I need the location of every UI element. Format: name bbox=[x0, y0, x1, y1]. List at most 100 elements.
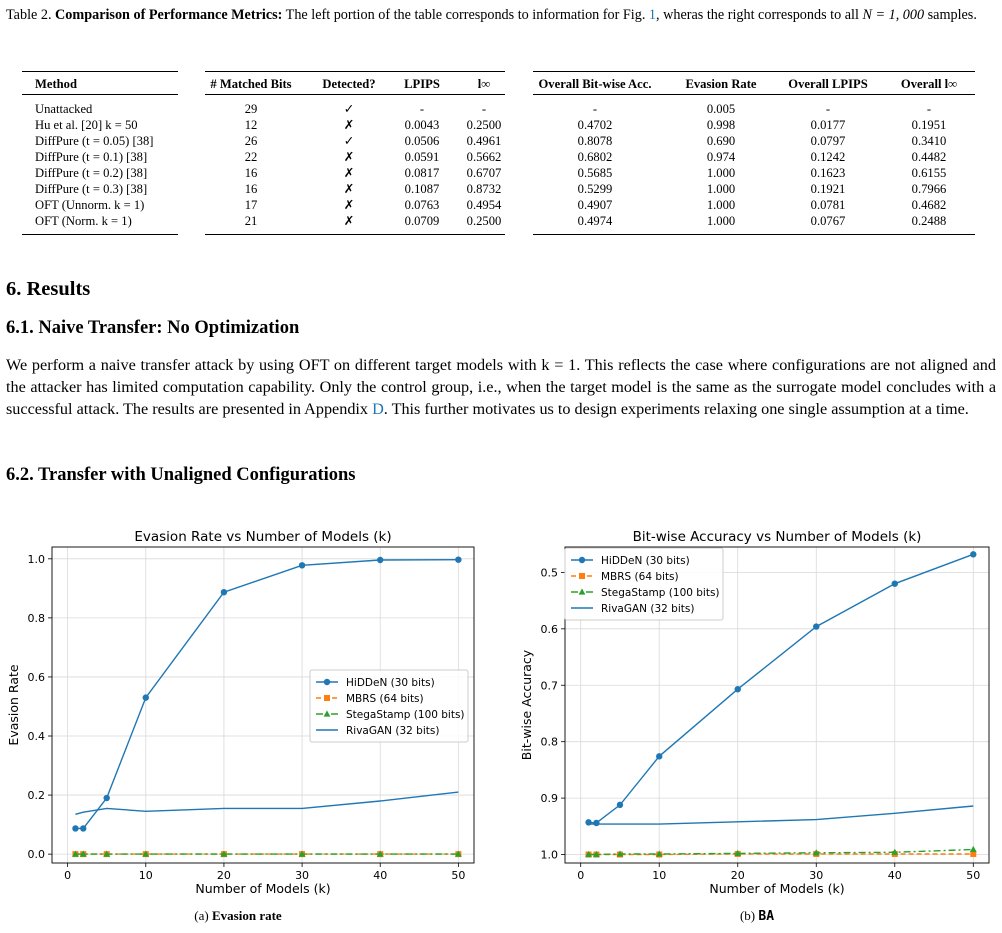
subcaption-b-prefix: (b) bbox=[739, 908, 759, 923]
table-header-cell: Overall l∞ bbox=[900, 77, 958, 91]
table-cell: 0.0177 bbox=[810, 118, 846, 132]
chart-title: Bit-wise Accuracy vs Number of Models (k… bbox=[633, 529, 922, 545]
table-cell: ✗ bbox=[343, 149, 355, 164]
y-tick-label: 0.7 bbox=[541, 679, 559, 692]
legend-marker bbox=[578, 556, 586, 564]
x-tick-label: 10 bbox=[139, 869, 153, 882]
y-tick-label: 0.2 bbox=[28, 789, 46, 802]
y-axis-label: Bit-wise Accuracy bbox=[519, 649, 534, 760]
table-cell: ✗ bbox=[343, 117, 355, 132]
table-cell: 0.1242 bbox=[810, 150, 846, 164]
table-cell: 0.5685 bbox=[577, 166, 613, 180]
paragraph-text-b: . This further motivates us to design ex… bbox=[383, 400, 969, 418]
table-cell: - bbox=[825, 102, 831, 116]
figure-link[interactable]: 1 bbox=[648, 7, 657, 23]
series-line-3 bbox=[588, 805, 974, 825]
table-header-cell: l∞ bbox=[477, 77, 491, 91]
data-point bbox=[891, 580, 898, 587]
table-cell: 0.0709 bbox=[404, 214, 440, 228]
table-cell: 0.974 bbox=[706, 150, 736, 164]
table-cell: 0.1623 bbox=[810, 166, 846, 180]
data-point bbox=[72, 850, 79, 857]
bitwise-accuracy-chart: 0 10 20 30 40 50 0.5 0.6 0.7 0.8 0.9 1.0 Bit-wise Ac… bbox=[519, 529, 990, 896]
legend-label: HiDDeN (30 bits) bbox=[601, 555, 690, 567]
section-title: 6. Results bbox=[6, 278, 91, 300]
table-cell: 0.4961 bbox=[466, 134, 502, 148]
table-cell: 0.690 bbox=[706, 134, 736, 148]
subsection-title-naive-transfer: 6.1. Naive Transfer: No Optimization bbox=[6, 318, 300, 338]
table-cell: 16 bbox=[244, 166, 258, 180]
y-axis-label: Evasion Rate bbox=[6, 664, 21, 745]
table-rule bbox=[533, 234, 975, 235]
table-cell: - bbox=[592, 102, 598, 116]
y-tick-label: 0.6 bbox=[28, 671, 46, 684]
series-line-2 bbox=[588, 848, 974, 856]
table-cell: - bbox=[419, 102, 425, 116]
subcaption-a-prefix: (a) bbox=[194, 908, 212, 923]
table-cell: 0.4482 bbox=[911, 150, 947, 164]
data-point bbox=[734, 849, 742, 857]
table-row-method: DiffPure (t = 0.3) [38] bbox=[35, 182, 148, 196]
data-point bbox=[585, 850, 592, 858]
table-cell: 17 bbox=[244, 198, 258, 212]
legend-label: StegaStamp (100 bits) bbox=[601, 587, 720, 599]
table-cell: 0.6155 bbox=[911, 166, 947, 180]
paragraph: We perform a naive transfer attack by us… bbox=[6, 354, 996, 420]
table-cell: 0.998 bbox=[706, 118, 736, 132]
table-cell: ✗ bbox=[343, 165, 355, 180]
table-row-method: DiffPure (t = 0.2) [38] bbox=[35, 166, 148, 180]
table-header-cell: LPIPS bbox=[404, 77, 440, 91]
table-rule bbox=[533, 71, 975, 72]
table-cell: ✓ bbox=[343, 101, 355, 116]
table-cell: 0.6802 bbox=[577, 150, 613, 164]
table-cell: 0.8078 bbox=[577, 134, 613, 148]
legend-marker bbox=[323, 710, 331, 717]
data-point bbox=[142, 850, 150, 857]
evasion-rate-chart: 0 10 20 30 40 50 0.0 0.2 0.4 0.6 0.8 1.0 Evasion Rat… bbox=[6, 529, 475, 896]
x-tick-label: 20 bbox=[217, 869, 231, 882]
table-rule bbox=[205, 234, 505, 235]
table-cell: 1.000 bbox=[706, 182, 736, 196]
y-tick-label: 0.9 bbox=[541, 792, 559, 805]
series-line-3 bbox=[75, 791, 459, 815]
data-point bbox=[72, 825, 79, 832]
y-tick-label: 0.8 bbox=[28, 612, 46, 625]
legend-marker bbox=[324, 695, 330, 701]
table-cell: 0.8732 bbox=[466, 182, 502, 196]
chart-title: Evasion Rate vs Number of Models (k) bbox=[134, 529, 391, 545]
x-tick-label: 40 bbox=[373, 869, 387, 882]
caption-label: Table 2. bbox=[6, 7, 52, 23]
x-tick-label: 30 bbox=[295, 869, 309, 882]
table-cell: 0.0767 bbox=[810, 214, 846, 228]
caption-text-b: , wheras the right corresponds to all bbox=[656, 7, 863, 23]
comparison-table: Method # Matched Bits Detected? LPIPS l∞ Over… bbox=[0, 0, 1002, 240]
series-line-0 bbox=[75, 559, 459, 830]
appendix-link[interactable]: D bbox=[372, 400, 384, 418]
table-cell: ✗ bbox=[343, 181, 355, 196]
data-point bbox=[616, 801, 624, 809]
table-rule bbox=[533, 94, 975, 95]
subcaption-a-label: Evasion rate bbox=[211, 908, 282, 923]
table-cell: 1.000 bbox=[706, 166, 736, 180]
table-caption: Table 2. Comparison of Performance Metri… bbox=[6, 6, 996, 25]
paragraph-text-a: We perform a naive transfer attack by us… bbox=[6, 356, 996, 418]
data-point bbox=[103, 850, 111, 857]
table-cell: 0.2500 bbox=[466, 214, 502, 228]
table-rule bbox=[205, 71, 505, 72]
table-cell: 29 bbox=[244, 102, 258, 116]
legend-box bbox=[309, 669, 469, 743]
table-cell: 22 bbox=[244, 150, 258, 164]
series-line-0 bbox=[588, 553, 974, 824]
x-tick-label: 0 bbox=[64, 869, 71, 882]
legend-label: StegaStamp (100 bits) bbox=[346, 709, 465, 721]
y-tick-label: 0.8 bbox=[541, 736, 559, 749]
data-point bbox=[298, 562, 306, 569]
x-tick-label: 10 bbox=[652, 869, 666, 882]
data-point bbox=[891, 848, 899, 855]
x-tick-label: 40 bbox=[888, 869, 902, 882]
legend-label: MBRS (64 bits) bbox=[601, 571, 679, 583]
table-cell: 26 bbox=[244, 134, 258, 148]
table-cell: 0.7966 bbox=[911, 182, 947, 196]
data-point bbox=[969, 845, 977, 853]
table-cell: 16 bbox=[244, 182, 258, 196]
